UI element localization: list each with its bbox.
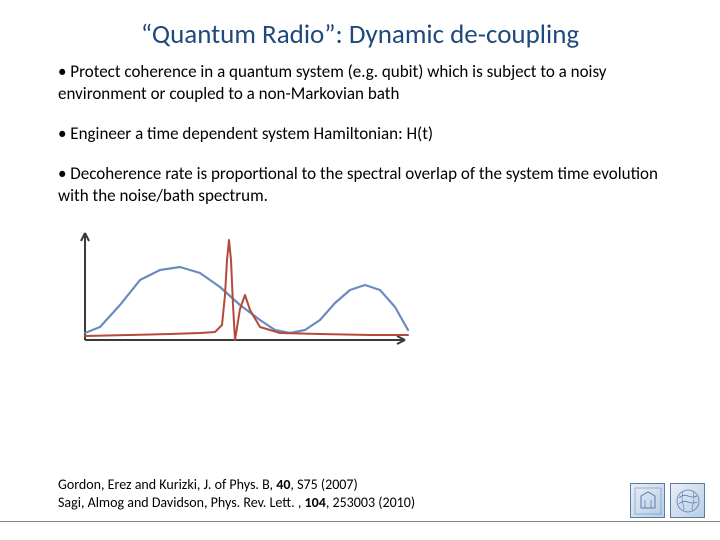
references: Gordon, Erez and Kurizki, J. of Phys. B,…	[58, 476, 415, 512]
ref1-volume: 40	[276, 476, 290, 493]
ref2-prefix: Sagi, Almog and Davidson, Phys. Rev. Let…	[58, 494, 305, 511]
ref1-prefix: Gordon, Erez and Kurizki, J. of Phys. B,	[58, 476, 276, 493]
content-area: • Protect coherence in a quantum system …	[0, 61, 720, 207]
reference-1: Gordon, Erez and Kurizki, J. of Phys. B,…	[58, 476, 415, 494]
spectrum-chart	[70, 225, 720, 355]
bullet-2: • Engineer a time dependent system Hamil…	[58, 123, 670, 145]
logo-2	[670, 483, 705, 518]
chart-svg	[70, 225, 410, 350]
ref2-volume: 104	[305, 494, 326, 511]
bullet-3: • Decoherence rate is proportional to th…	[58, 163, 670, 207]
logo-1	[630, 483, 665, 518]
bottom-separator	[0, 521, 720, 522]
ref2-suffix: , 253003 (2010)	[326, 494, 415, 511]
institution-logos	[630, 483, 705, 518]
bullet-1: • Protect coherence in a quantum system …	[58, 61, 670, 105]
reference-2: Sagi, Almog and Davidson, Phys. Rev. Let…	[58, 494, 415, 512]
ref1-suffix: , S75 (2007)	[290, 476, 357, 493]
slide-title: “Quantum Radio”: Dynamic de-coupling	[0, 0, 720, 61]
